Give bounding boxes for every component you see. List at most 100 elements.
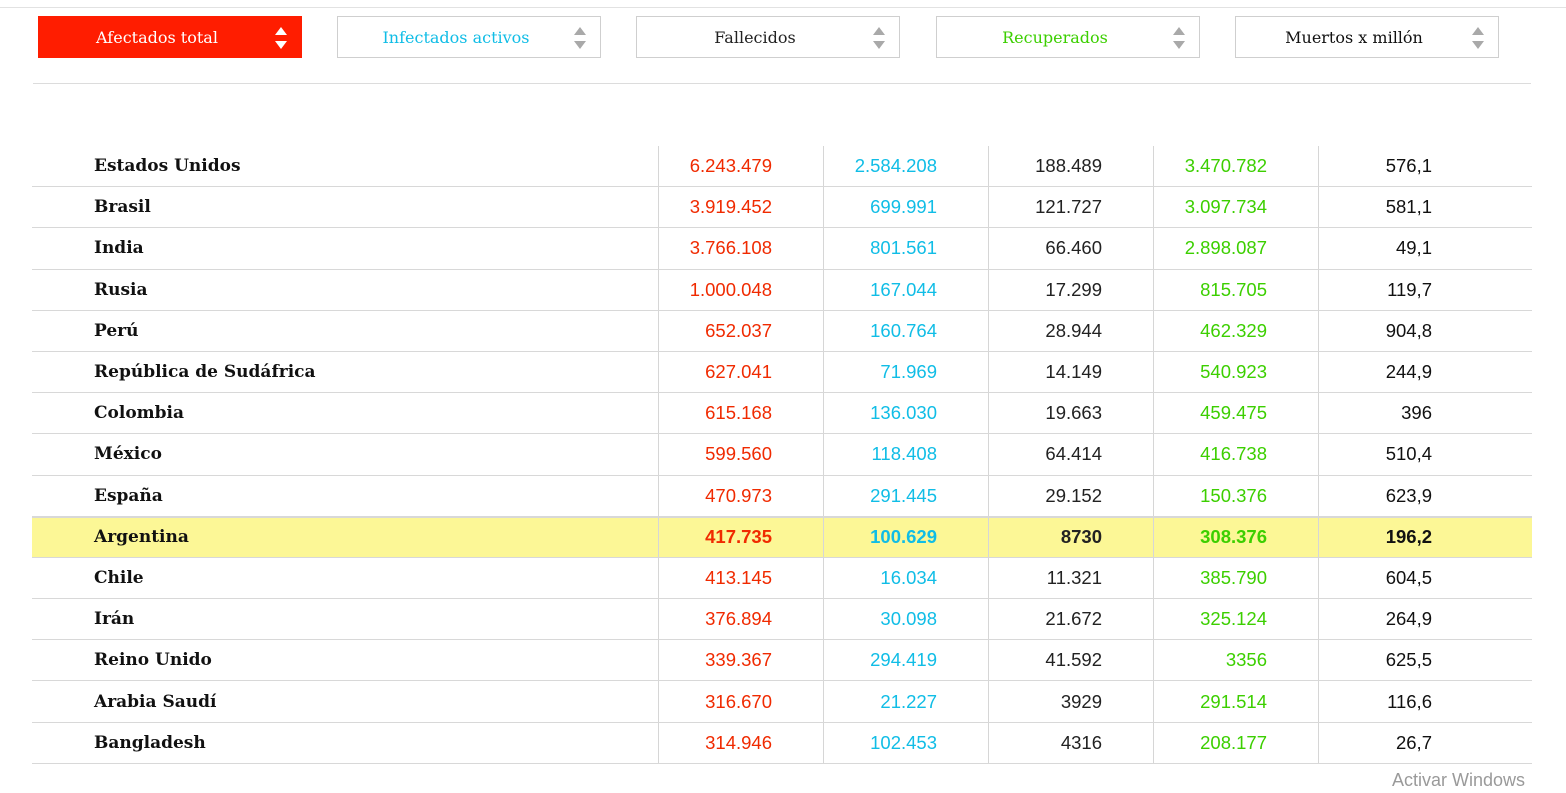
fallecidos-cell: 14.149 bbox=[988, 351, 1153, 393]
fallecidos-cell: 3929 bbox=[988, 681, 1153, 722]
recuperados-cell: 3356 bbox=[1153, 640, 1318, 681]
sort-button-infectados-activos[interactable]: Infectados activos bbox=[337, 16, 601, 58]
muertos-cell: 581,1 bbox=[1318, 187, 1532, 228]
recuperados-cell: 416.738 bbox=[1153, 434, 1318, 475]
country-name-cell: Brasil bbox=[94, 197, 151, 218]
muertos-cell: 396 bbox=[1318, 393, 1532, 434]
country-name-cell: Chile bbox=[94, 567, 144, 588]
country-name-cell: Reino Unido bbox=[94, 650, 212, 671]
sort-button-label: Infectados activos bbox=[382, 27, 530, 47]
muertos-cell: 623,9 bbox=[1318, 475, 1532, 516]
windows-activation-watermark: Activar Windows bbox=[1392, 770, 1526, 790]
table-row: Colombia 615.168 136.030 19.663 459.475 396 bbox=[32, 393, 1532, 435]
sort-arrows-icon bbox=[1471, 26, 1485, 50]
table-row: Perú 652.037 160.764 28.944 462.329 904,8 bbox=[32, 310, 1532, 352]
infectados-cell: 21.227 bbox=[823, 681, 988, 722]
sort-button-recuperados[interactable]: Recuperados bbox=[936, 16, 1200, 58]
afectados-cell: 3.919.452 bbox=[658, 187, 823, 228]
country-name-cell: Argentina bbox=[94, 527, 189, 548]
recuperados-cell: 150.376 bbox=[1153, 475, 1318, 516]
afectados-cell: 413.145 bbox=[658, 557, 823, 599]
afectados-cell: 417.735 bbox=[658, 517, 823, 557]
sort-arrows-icon bbox=[274, 26, 288, 50]
country-name-cell: República de Sudáfrica bbox=[94, 362, 316, 383]
muertos-cell: 904,8 bbox=[1318, 310, 1532, 351]
infectados-cell: 100.629 bbox=[823, 517, 988, 557]
fallecidos-cell: 11.321 bbox=[988, 557, 1153, 599]
country-name-cell: Rusia bbox=[94, 279, 148, 300]
sort-button-label: Fallecidos bbox=[714, 27, 796, 47]
fallecidos-cell: 21.672 bbox=[988, 599, 1153, 640]
afectados-cell: 3.766.108 bbox=[658, 228, 823, 269]
fallecidos-cell: 66.460 bbox=[988, 228, 1153, 269]
fallecidos-cell: 28.944 bbox=[988, 310, 1153, 351]
muertos-cell: 264,9 bbox=[1318, 599, 1532, 640]
recuperados-cell: 3.470.782 bbox=[1153, 146, 1318, 187]
infectados-cell: 291.445 bbox=[823, 475, 988, 516]
infectados-cell: 801.561 bbox=[823, 228, 988, 269]
infectados-cell: 136.030 bbox=[823, 393, 988, 434]
muertos-cell: 625,5 bbox=[1318, 640, 1532, 681]
table-row: Estados Unidos 6.243.479 2.584.208 188.489 3… bbox=[32, 146, 1532, 188]
infectados-cell: 160.764 bbox=[823, 310, 988, 351]
muertos-cell: 576,1 bbox=[1318, 146, 1532, 187]
afectados-cell: 314.946 bbox=[658, 722, 823, 763]
sort-button-fallecidos[interactable]: Fallecidos bbox=[636, 16, 900, 58]
country-name-cell: Estados Unidos bbox=[94, 156, 241, 177]
country-name-cell: India bbox=[94, 238, 144, 259]
infectados-cell: 102.453 bbox=[823, 722, 988, 763]
infectados-cell: 294.419 bbox=[823, 640, 988, 681]
sort-button-label: Afectados total bbox=[96, 27, 218, 47]
recuperados-cell: 2.898.087 bbox=[1153, 228, 1318, 269]
header-divider bbox=[33, 83, 1531, 84]
sort-button-label: Muertos x millón bbox=[1285, 27, 1423, 47]
afectados-cell: 316.670 bbox=[658, 681, 823, 722]
country-name-cell: Irán bbox=[94, 609, 135, 630]
muertos-cell: 49,1 bbox=[1318, 228, 1532, 269]
fallecidos-cell: 121.727 bbox=[988, 187, 1153, 228]
table-row: Rusia 1.000.048 167.044 17.299 815.705 119,7 bbox=[32, 269, 1532, 311]
fallecidos-cell: 29.152 bbox=[988, 475, 1153, 516]
fallecidos-cell: 41.592 bbox=[988, 640, 1153, 681]
table-row: India 3.766.108 801.561 66.460 2.898.087 49,1 bbox=[32, 228, 1532, 270]
table-row: México 599.560 118.408 64.414 416.738 510,4 bbox=[32, 434, 1532, 476]
muertos-cell: 119,7 bbox=[1318, 269, 1532, 310]
sort-button-muertos-x-millon[interactable]: Muertos x millón bbox=[1235, 16, 1499, 58]
recuperados-cell: 291.514 bbox=[1153, 681, 1318, 722]
muertos-cell: 116,6 bbox=[1318, 681, 1532, 722]
country-name-cell: Colombia bbox=[94, 403, 185, 424]
recuperados-cell: 308.376 bbox=[1153, 517, 1318, 557]
table-row: Bangladesh 314.946 102.453 4316 208.177 26,7 bbox=[32, 722, 1532, 764]
infectados-cell: 30.098 bbox=[823, 599, 988, 640]
sort-button-afectados-total[interactable]: Afectados total bbox=[38, 16, 302, 58]
recuperados-cell: 208.177 bbox=[1153, 722, 1318, 763]
afectados-cell: 470.973 bbox=[658, 475, 823, 516]
infectados-cell: 16.034 bbox=[823, 557, 988, 599]
afectados-cell: 615.168 bbox=[658, 393, 823, 434]
table-row: España 470.973 291.445 29.152 150.376 623,9 bbox=[32, 475, 1532, 517]
fallecidos-cell: 19.663 bbox=[988, 393, 1153, 434]
sort-arrows-icon bbox=[872, 26, 886, 50]
infectados-cell: 167.044 bbox=[823, 269, 988, 310]
recuperados-cell: 462.329 bbox=[1153, 310, 1318, 351]
muertos-cell: 604,5 bbox=[1318, 557, 1532, 599]
fallecidos-cell: 64.414 bbox=[988, 434, 1153, 475]
infectados-cell: 118.408 bbox=[823, 434, 988, 475]
afectados-cell: 1.000.048 bbox=[658, 269, 823, 310]
table-row: Brasil 3.919.452 699.991 121.727 3.097.734 58… bbox=[32, 187, 1532, 229]
recuperados-cell: 325.124 bbox=[1153, 599, 1318, 640]
recuperados-cell: 459.475 bbox=[1153, 393, 1318, 434]
table-row: Arabia Saudí 316.670 21.227 3929 291.514 116,… bbox=[32, 681, 1532, 723]
table-row: República de Sudáfrica 627.041 71.969 14.14… bbox=[32, 351, 1532, 394]
table-row: Chile 413.145 16.034 11.321 385.790 604,5 bbox=[32, 557, 1532, 600]
top-rule bbox=[0, 7, 1566, 8]
fallecidos-cell: 17.299 bbox=[988, 269, 1153, 310]
table-row: Reino Unido 339.367 294.419 41.592 3356 625,5 bbox=[32, 640, 1532, 682]
country-table: Estados Unidos 6.243.479 2.584.208 188.489 3… bbox=[32, 146, 1532, 764]
country-name-cell: España bbox=[94, 485, 163, 506]
muertos-cell: 196,2 bbox=[1318, 517, 1532, 557]
infectados-cell: 71.969 bbox=[823, 351, 988, 393]
sort-arrows-icon bbox=[1172, 26, 1186, 50]
fallecidos-cell: 188.489 bbox=[988, 146, 1153, 187]
afectados-cell: 339.367 bbox=[658, 640, 823, 681]
